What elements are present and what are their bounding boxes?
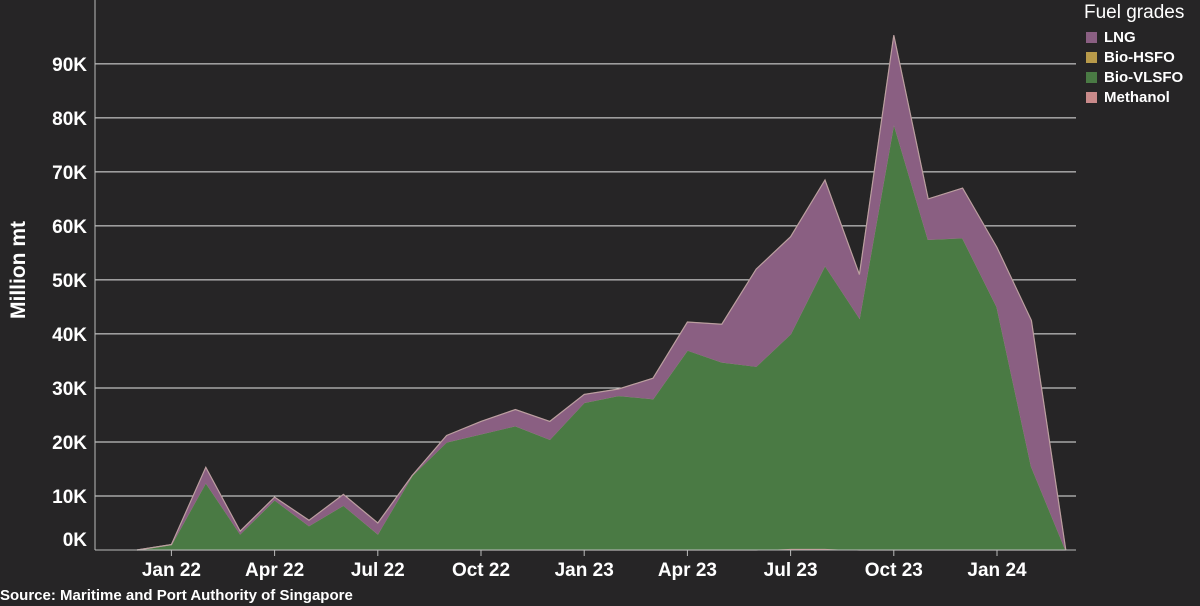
x-tick-label: Jan 22 bbox=[142, 560, 201, 581]
y-tick-label: 40K bbox=[52, 325, 87, 346]
legend-label-methanol: Methanol bbox=[1104, 88, 1170, 106]
y-tick-label: 80K bbox=[52, 109, 87, 130]
x-tick-label: Oct 23 bbox=[865, 560, 923, 581]
y-tick-label: 10K bbox=[52, 487, 87, 508]
legend-swatch-methanol bbox=[1086, 91, 1097, 103]
legend-label-lng: LNG bbox=[1104, 28, 1136, 46]
y-axis-ticks: 0K 10K 20K 30K 40K 50K 60K 70K 80K 90K bbox=[52, 55, 87, 551]
source-note: Source: Maritime and Port Authority of S… bbox=[0, 587, 353, 604]
legend-item-lng[interactable]: LNG bbox=[1084, 27, 1184, 47]
x-tick-label: Apr 23 bbox=[658, 560, 717, 581]
legend-item-bio-hsfo[interactable]: Bio-HSFO bbox=[1084, 47, 1184, 67]
x-tick-label: Apr 22 bbox=[245, 560, 304, 581]
legend-swatch-lng bbox=[1086, 31, 1097, 43]
legend-item-methanol[interactable]: Methanol bbox=[1084, 87, 1184, 107]
x-tick-label: Jul 23 bbox=[764, 560, 818, 581]
x-tick-label: Jan 24 bbox=[967, 560, 1027, 581]
area-bio-vlsfo bbox=[136, 123, 1067, 551]
x-tick-label: Jul 22 bbox=[351, 560, 405, 581]
y-axis-label: Million mt bbox=[7, 221, 30, 319]
x-tick-label: Jan 23 bbox=[555, 560, 614, 581]
y-tick-label: 20K bbox=[52, 433, 87, 454]
area-edge-lng bbox=[136, 35, 1067, 551]
x-axis-ticks: Jan 22 Apr 22 Jul 22 Oct 22 Jan 23 Apr 23 Jul … bbox=[142, 550, 1027, 581]
legend-title: Fuel grades bbox=[1084, 2, 1185, 23]
legend-label-bio-hsfo: Bio-HSFO bbox=[1104, 48, 1175, 66]
legend-label-bio-vlsfo: Bio-VLSFO bbox=[1104, 68, 1184, 86]
stacked-areas bbox=[136, 35, 1067, 551]
y-tick-label: 50K bbox=[52, 271, 87, 292]
legend-swatch-bio-hsfo bbox=[1086, 51, 1097, 63]
y-tick-label: 30K bbox=[52, 379, 87, 400]
grid-lines bbox=[95, 63, 1076, 497]
legend: Fuel grades LNG Bio-HSFO Bio-VLSFO Metha… bbox=[1084, 2, 1184, 107]
y-tick-label: 90K bbox=[52, 55, 87, 76]
y-tick-label: 70K bbox=[52, 163, 87, 184]
legend-item-bio-vlsfo[interactable]: Bio-VLSFO bbox=[1084, 67, 1184, 87]
x-tick-label: Oct 22 bbox=[452, 560, 510, 581]
y-tick-label: 60K bbox=[52, 217, 87, 238]
legend-swatch-bio-vlsfo bbox=[1086, 71, 1097, 83]
y-tick-label: 0K bbox=[63, 530, 88, 551]
